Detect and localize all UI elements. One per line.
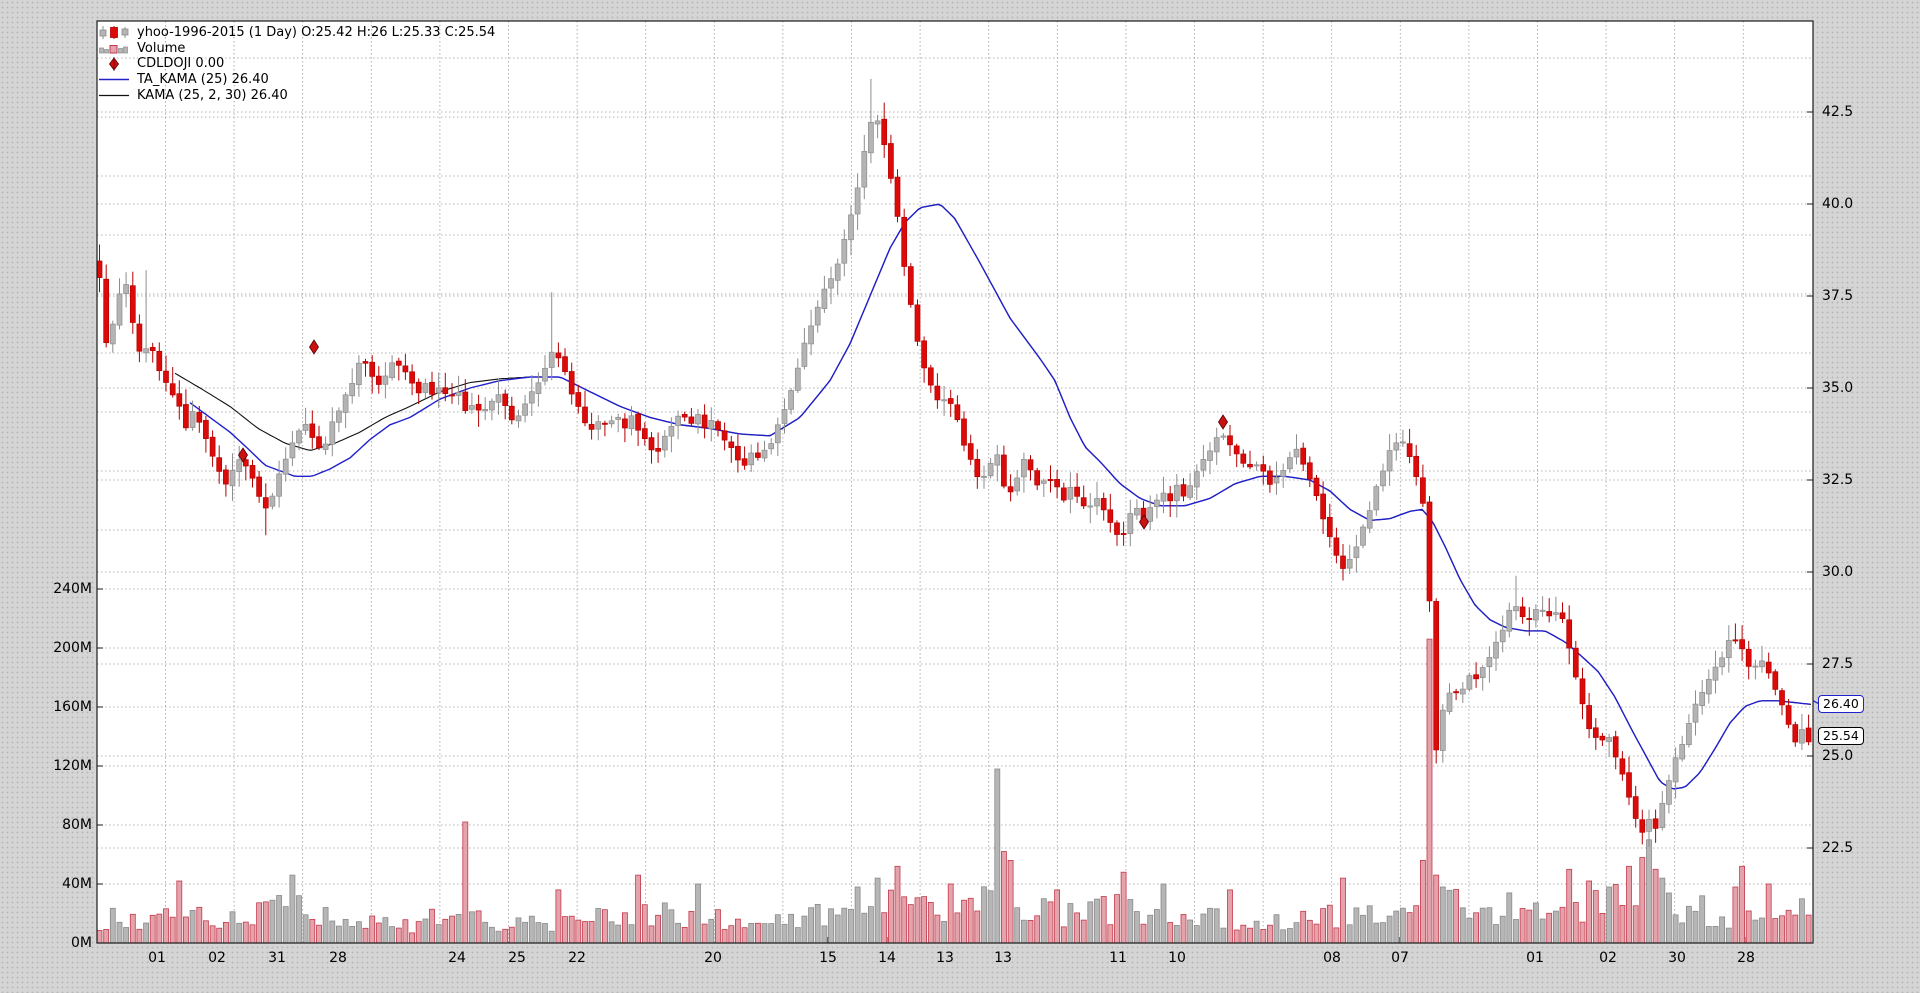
legend-item-data-series[interactable]: yhoo-1996-2015 (1 Day) O:25.42 H:26 L:25… [99, 25, 495, 41]
volume-tick-label: 240M [53, 581, 92, 597]
doji-diamond-icon [99, 56, 129, 71]
volume-tick-label: 40M [62, 876, 92, 892]
kama-line-icon [99, 89, 129, 102]
volume-tick-label: 200M [53, 640, 92, 656]
date-tick-label: 01 [148, 950, 166, 966]
date-tick-label: 13 [936, 950, 954, 966]
close-last-value-tag[interactable]: 25.54 [1818, 727, 1864, 746]
legend-item-volume[interactable]: Volume [99, 41, 495, 57]
date-tick-label: 10 [1168, 950, 1186, 966]
price-tick-label: 30.0 [1822, 564, 1854, 580]
date-tick-label: 28 [1737, 950, 1755, 966]
price-tick-label: 37.5 [1822, 288, 1854, 304]
price-tick-label: 32.5 [1822, 472, 1854, 488]
date-tick-label: 13 [994, 950, 1012, 966]
date-tick-label: 02 [1599, 950, 1617, 966]
date-tick-label: 20 [704, 950, 722, 966]
volume-layer [96, 638, 1812, 944]
price-tick-label: 25.0 [1822, 748, 1854, 764]
legend-label-cdldoji: CDLDOJI 0.00 [137, 56, 225, 72]
date-tick-label: 25 [508, 950, 526, 966]
doji-marker [1218, 414, 1228, 430]
ta-kama-line-icon [99, 73, 129, 86]
date-tick-label: 02 [208, 950, 226, 966]
doji-marker [238, 447, 248, 463]
volume-series-icon [99, 42, 129, 55]
price-tick-label: 42.5 [1822, 104, 1854, 120]
date-tick-label: 01 [1526, 950, 1544, 966]
legend-label-ta-kama: TA_KAMA (25) 26.40 [137, 72, 269, 88]
date-tick-label: 31 [268, 950, 286, 966]
legend-label-volume: Volume [137, 40, 186, 56]
volume-tick-label: 80M [62, 817, 92, 833]
plot-border [96, 20, 1814, 944]
doji-marker [309, 339, 319, 355]
legend-item-ta-kama[interactable]: TA_KAMA (25) 26.40 [99, 72, 495, 88]
volume-tick-label: 0M [71, 935, 92, 951]
date-tick-label: 11 [1109, 950, 1127, 966]
legend-item-kama[interactable]: KAMA (25, 2, 30) 26.40 [99, 87, 495, 103]
candlestick-series-icon [99, 26, 129, 40]
volume-tick-label: 160M [53, 699, 92, 715]
ta-kama-line [189, 203, 1811, 790]
date-tick-label: 08 [1323, 950, 1341, 966]
doji-marker [1139, 514, 1149, 530]
date-tick-label: 24 [448, 950, 466, 966]
legend-item-cdldoji[interactable]: CDLDOJI 0.00 [99, 56, 495, 72]
date-tick-label: 15 [819, 950, 837, 966]
legend-label-series: yhoo-1996-2015 (1 Day) O:25.42 H:26 L:25… [137, 25, 496, 41]
date-tick-label: 14 [878, 950, 896, 966]
candlestick-layer [96, 78, 1812, 847]
volume-tick-label: 120M [53, 758, 92, 774]
plot-area [97, 21, 1813, 943]
doji-markers-layer [238, 339, 1228, 530]
price-tick-label: 27.5 [1822, 656, 1854, 672]
price-tick-label: 35.0 [1822, 380, 1854, 396]
date-tick-label: 07 [1391, 950, 1409, 966]
ta-kama-last-value-tag[interactable]: 26.40 [1818, 695, 1864, 714]
date-tick-label: 30 [1668, 950, 1686, 966]
date-tick-label: 28 [329, 950, 347, 966]
date-tick-label: 22 [568, 950, 586, 966]
price-tick-label: 22.5 [1822, 840, 1854, 856]
legend: yhoo-1996-2015 (1 Day) O:25.42 H:26 L:25… [99, 25, 495, 103]
price-tick-label: 40.0 [1822, 196, 1854, 212]
legend-label-kama: KAMA (25, 2, 30) 26.40 [137, 87, 288, 103]
